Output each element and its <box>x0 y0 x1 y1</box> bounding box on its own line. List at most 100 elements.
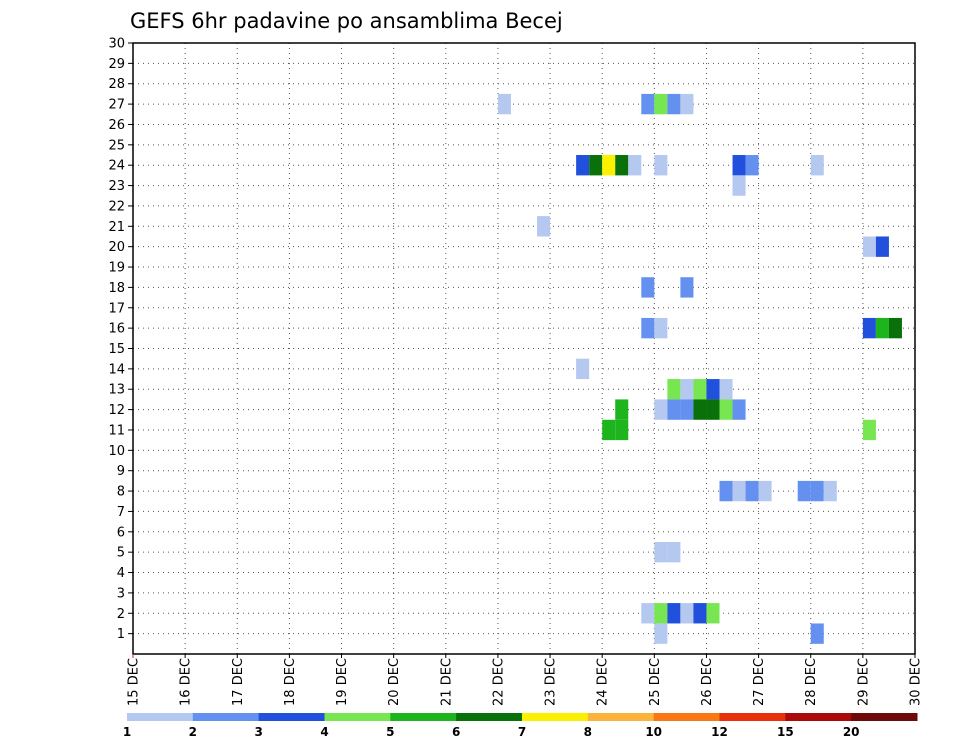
colorbar-swatch <box>522 713 589 721</box>
data-cell <box>706 379 720 400</box>
data-cell <box>862 419 876 441</box>
x-tick-label: 20 DEC <box>387 658 402 706</box>
y-tick-label: 18 <box>108 281 125 296</box>
data-cell <box>758 480 772 502</box>
data-cell <box>667 541 681 563</box>
y-tick-label: 22 <box>108 199 125 214</box>
colorbar-label: 7 <box>518 725 526 739</box>
data-cell <box>680 277 694 298</box>
x-tick-label: 19 DEC <box>335 658 350 706</box>
data-cell <box>615 399 629 420</box>
data-cell <box>497 93 511 115</box>
data-cell <box>745 480 759 502</box>
data-cell <box>628 155 642 176</box>
data-cell <box>732 175 746 196</box>
data-cell <box>706 399 720 420</box>
colorbar-label: 20 <box>843 725 860 739</box>
data-cell <box>667 379 681 400</box>
y-axis-ticks: 1234567891011121314151617181920212223242… <box>108 37 133 642</box>
data-cells <box>497 93 902 644</box>
x-tick-label: 16 DEC <box>179 658 194 706</box>
data-cell <box>654 399 668 420</box>
x-tick-label: 25 DEC <box>648 658 663 706</box>
data-cell <box>745 155 759 176</box>
data-cell <box>615 155 629 176</box>
grid-lines <box>133 43 915 654</box>
y-tick-label: 23 <box>108 179 125 194</box>
colorbar-swatch <box>456 713 523 721</box>
data-cell <box>888 317 902 339</box>
y-tick-label: 7 <box>117 505 125 520</box>
colorbar-label: 15 <box>777 725 794 739</box>
y-tick-label: 25 <box>108 138 125 153</box>
y-tick-label: 13 <box>108 383 125 398</box>
y-tick-label: 20 <box>108 240 125 255</box>
colorbar-swatch <box>192 713 260 721</box>
data-cell <box>719 379 733 400</box>
y-tick-label: 8 <box>117 485 125 500</box>
data-cell <box>810 155 824 176</box>
x-tick-label: 29 DEC <box>856 658 871 706</box>
colorbar-swatch <box>390 713 457 721</box>
x-tick-label: 22 DEC <box>491 658 506 706</box>
data-cell <box>719 399 733 420</box>
y-tick-label: 11 <box>108 423 125 438</box>
colorbar-label: 4 <box>320 725 328 739</box>
data-cell <box>693 603 707 624</box>
data-cell <box>654 541 668 563</box>
data-cell <box>875 317 889 339</box>
data-cell <box>667 603 681 624</box>
x-tick-label: 30 DEC <box>909 658 924 706</box>
data-cell <box>654 623 668 644</box>
data-cell <box>719 480 733 502</box>
x-tick-label: 24 DEC <box>596 658 611 706</box>
data-cell <box>680 93 694 115</box>
x-tick-label: 23 DEC <box>544 658 559 706</box>
data-cell <box>667 399 681 420</box>
x-tick-label: 27 DEC <box>752 658 767 706</box>
colorbar-label: 1 <box>123 725 131 739</box>
data-cell <box>732 480 746 502</box>
data-cell <box>654 317 668 339</box>
colorbar-label: 5 <box>386 725 394 739</box>
x-tick-label: 15 DEC <box>127 658 142 706</box>
data-cell <box>680 399 694 420</box>
data-cell <box>654 93 668 115</box>
y-tick-label: 21 <box>108 220 125 235</box>
data-cell <box>602 419 616 441</box>
colorbar-swatch <box>587 713 655 721</box>
colorbar-label: 8 <box>584 725 592 739</box>
colorbar-label: 6 <box>452 725 460 739</box>
data-cell <box>693 379 707 400</box>
x-tick-label: 21 DEC <box>439 658 454 706</box>
data-cell <box>654 155 668 176</box>
y-tick-label: 9 <box>117 464 125 479</box>
y-tick-label: 26 <box>108 118 125 133</box>
data-cell <box>732 155 746 176</box>
x-axis-ticks: 15 DEC 16 DEC 17 DEC 18 DEC 19 DEC 20 DEC 21 D… <box>127 654 924 706</box>
data-cell <box>641 603 655 624</box>
y-tick-label: 5 <box>117 546 125 561</box>
y-tick-label: 28 <box>108 77 125 92</box>
colorbar-swatch <box>719 713 786 721</box>
y-tick-label: 29 <box>108 57 125 72</box>
y-tick-label: 30 <box>108 37 125 52</box>
data-cell <box>537 216 551 237</box>
colorbar-swatch <box>258 713 325 721</box>
data-cell <box>732 399 746 420</box>
colorbar-swatch <box>127 713 194 721</box>
colorbar-swatch <box>851 713 918 721</box>
y-tick-label: 15 <box>108 342 125 357</box>
y-tick-label: 10 <box>108 444 125 459</box>
data-cell <box>797 480 811 502</box>
colorbar-swatch <box>653 713 720 721</box>
y-tick-label: 17 <box>108 301 125 316</box>
y-tick-label: 1 <box>117 627 125 642</box>
data-cell <box>654 603 668 624</box>
data-cell <box>875 236 889 257</box>
data-cell <box>589 155 603 176</box>
data-cell <box>576 155 590 176</box>
y-tick-label: 3 <box>117 586 125 601</box>
data-cell <box>641 277 655 298</box>
data-cell <box>667 93 681 115</box>
